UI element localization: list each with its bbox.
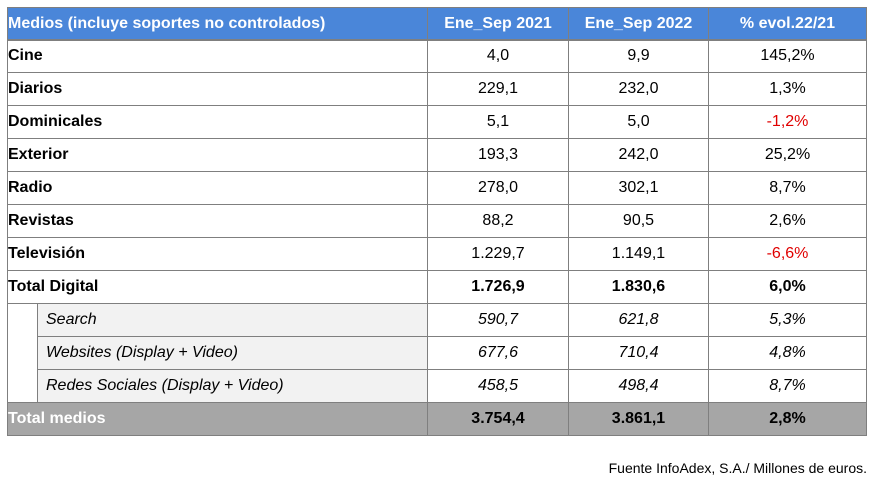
value-evolution: 1,3% <box>708 72 867 106</box>
value-2021: 229,1 <box>427 72 569 106</box>
media-table-body: Cine 4,0 9,9 145,2% Diarios 229,1 232,0 … <box>7 7 867 436</box>
table-row: Exterior 193,3 242,0 25,2% <box>7 138 867 172</box>
value-2022: 302,1 <box>568 171 709 205</box>
value-2021: 88,2 <box>427 204 569 238</box>
value-2022: 3.861,1 <box>568 402 709 436</box>
total-medios-row: Total medios 3.754,4 3.861,1 2,8% <box>7 402 867 436</box>
value-evolution: -1,2% <box>708 105 867 139</box>
value-evolution: 5,3% <box>708 303 867 337</box>
value-2022: 242,0 <box>568 138 709 172</box>
value-2021: 677,6 <box>427 336 569 370</box>
media-investment-table: Medios (incluye soportes no controlados)… <box>7 7 867 41</box>
row-label: Cine <box>7 39 428 73</box>
digital-sub-row: Search 590,7 621,8 5,3% <box>7 303 867 403</box>
value-evolution: -6,6% <box>708 237 867 271</box>
row-label: Search <box>37 303 428 337</box>
row-label: Diarios <box>7 72 428 106</box>
row-label: Exterior <box>7 138 428 172</box>
header-media: Medios (incluye soportes no controlados) <box>7 7 428 41</box>
table-row: Televisión 1.229,7 1.149,1 -6,6% <box>7 237 867 271</box>
value-evolution: 8,7% <box>708 171 867 205</box>
value-2021: 193,3 <box>427 138 569 172</box>
digital-sub-row: Websites (Display + Video) 677,6 710,4 4… <box>8 336 867 370</box>
value-evolution: 2,6% <box>708 204 867 238</box>
value-2021: 590,7 <box>427 303 569 337</box>
value-2022: 90,5 <box>568 204 709 238</box>
value-evolution: 4,8% <box>708 336 867 370</box>
value-evolution: 8,7% <box>708 369 867 403</box>
value-2021: 458,5 <box>427 369 569 403</box>
value-2022: 232,0 <box>568 72 709 106</box>
value-2022: 1.149,1 <box>568 237 709 271</box>
total-digital-row: Total Digital 1.726,9 1.830,6 6,0% <box>7 270 867 304</box>
value-evolution: 6,0% <box>708 270 867 304</box>
value-2021: 5,1 <box>427 105 569 139</box>
table-row: Radio 278,0 302,1 8,7% <box>7 171 867 205</box>
row-label: Radio <box>7 171 428 205</box>
row-label: Total medios <box>7 402 428 436</box>
row-label: Televisión <box>7 237 428 271</box>
table-row: Cine 4,0 9,9 145,2% <box>7 39 867 73</box>
table-row: Revistas 88,2 90,5 2,6% <box>7 204 867 238</box>
value-2021: 3.754,4 <box>427 402 569 436</box>
value-2021: 1.229,7 <box>427 237 569 271</box>
value-2021: 278,0 <box>427 171 569 205</box>
header-row: Medios (incluye soportes no controlados)… <box>7 7 867 41</box>
value-2022: 710,4 <box>568 336 709 370</box>
value-2022: 621,8 <box>568 303 709 337</box>
value-evolution: 145,2% <box>708 39 867 73</box>
row-label: Redes Sociales (Display + Video) <box>37 369 428 403</box>
table-row: Diarios 229,1 232,0 1,3% <box>7 72 867 106</box>
row-label: Dominicales <box>7 105 428 139</box>
value-2021: 4,0 <box>427 39 569 73</box>
row-label: Revistas <box>7 204 428 238</box>
value-evolution: 25,2% <box>708 138 867 172</box>
source-note: Fuente InfoAdex, S.A./ Millones de euros… <box>608 460 867 476</box>
value-2021: 1.726,9 <box>427 270 569 304</box>
digital-sub-row: Redes Sociales (Display + Video) 458,5 4… <box>8 369 867 403</box>
value-2022: 5,0 <box>568 105 709 139</box>
value-2022: 1.830,6 <box>568 270 709 304</box>
row-label: Total Digital <box>7 270 428 304</box>
value-evolution: 2,8% <box>708 402 867 436</box>
table-row: Dominicales 5,1 5,0 -1,2% <box>7 105 867 139</box>
header-evolution: % evol.22/21 <box>708 7 867 41</box>
value-2022: 498,4 <box>568 369 709 403</box>
indent-cell <box>7 303 38 403</box>
row-label: Websites (Display + Video) <box>37 336 428 370</box>
value-2022: 9,9 <box>568 39 709 73</box>
